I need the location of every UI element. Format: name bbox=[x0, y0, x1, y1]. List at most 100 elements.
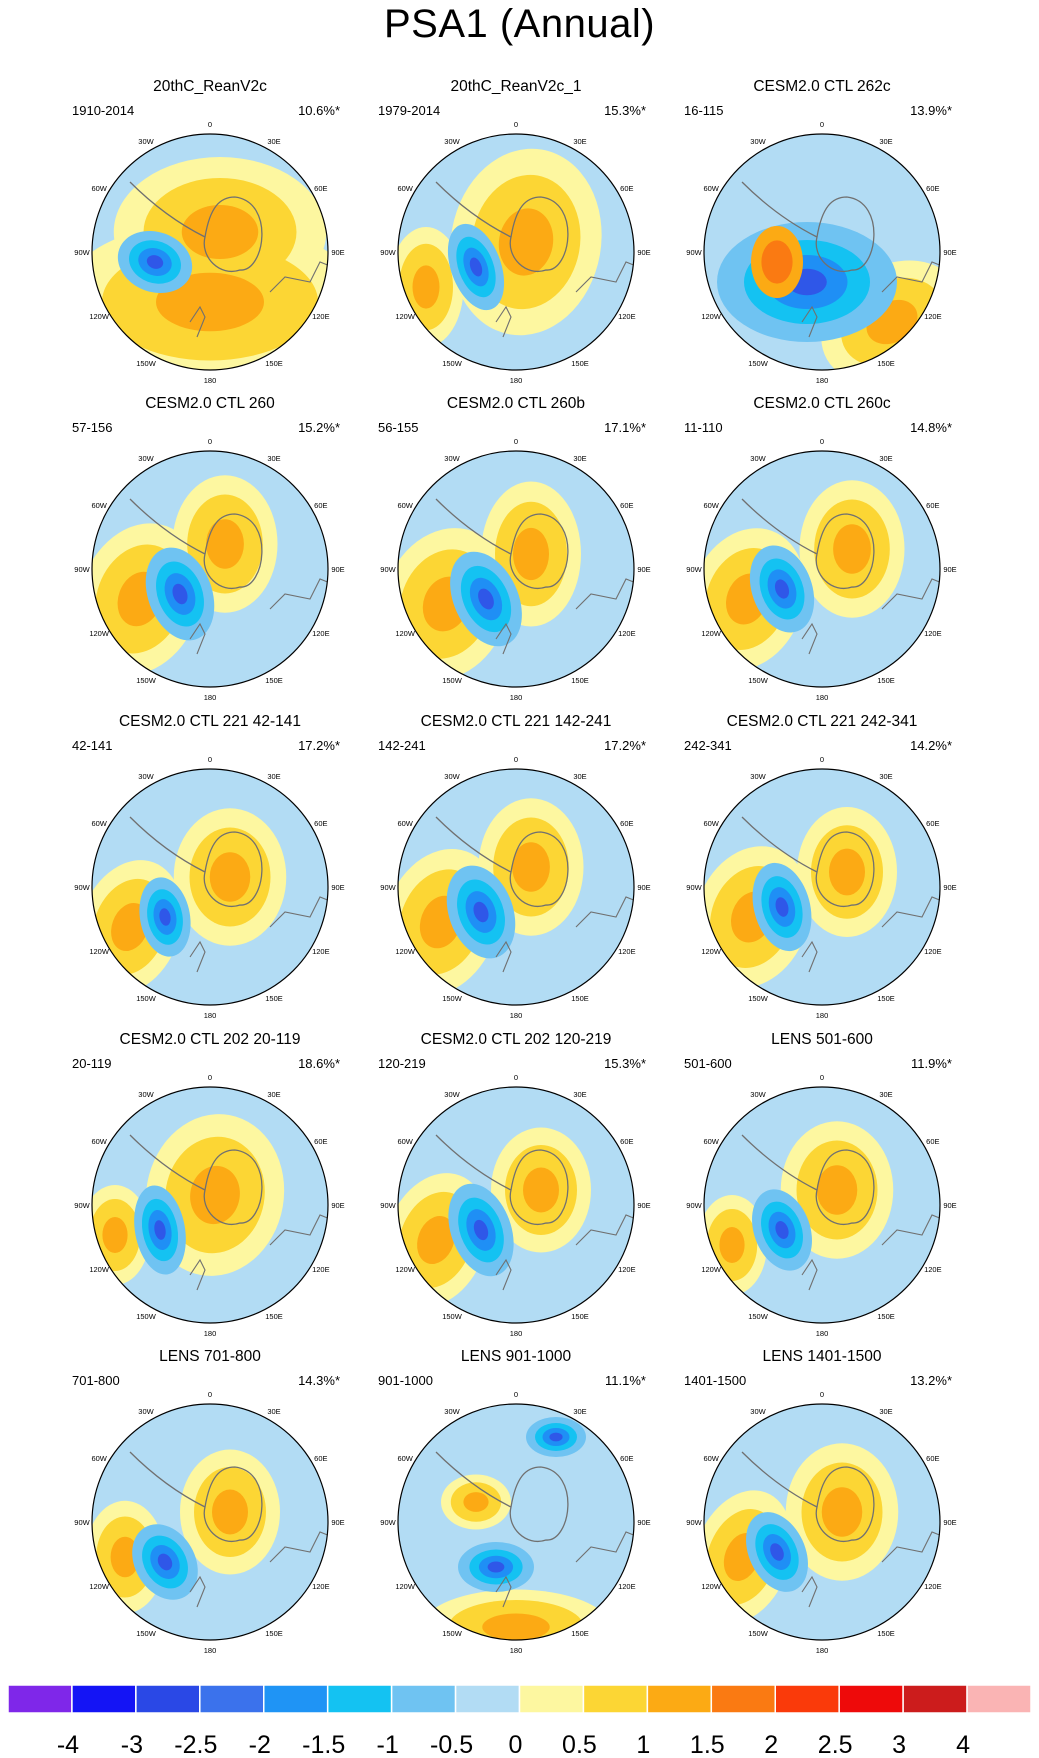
negative-contour bbox=[775, 897, 789, 917]
negative-contour bbox=[154, 1220, 166, 1240]
positive-contour bbox=[181, 205, 259, 259]
panel-title: CESM2.0 CTL 262c bbox=[753, 78, 891, 95]
map-panel: CESM2.0 CTL 260c 11-110 14.8%* 0 30E 60E 90E 12… bbox=[672, 395, 972, 707]
longitude-label: 30W bbox=[138, 454, 154, 463]
longitude-label: 150W bbox=[136, 676, 157, 685]
longitude-label: 60W bbox=[397, 1454, 413, 1463]
longitude-label: 150E bbox=[265, 994, 283, 1003]
coastline bbox=[189, 1214, 328, 1291]
map-panel: LENS 901-1000 901-1000 11.1%* 0 30E 60E 90E 120… bbox=[366, 1348, 666, 1660]
longitude-label: 30W bbox=[750, 454, 766, 463]
longitude-label: 30E bbox=[879, 454, 892, 463]
panel-period: 56-155 bbox=[378, 420, 419, 435]
map-panel: CESM2.0 CTL 221 242-341 242-341 14.2%* 0 30E… bbox=[672, 713, 972, 1025]
longitude-label: 90E bbox=[943, 883, 956, 892]
panel-variance: 14.3%* bbox=[298, 1373, 340, 1388]
negative-contour bbox=[469, 257, 483, 277]
positive-contour bbox=[102, 1217, 128, 1253]
longitude-label: 150E bbox=[877, 1312, 895, 1321]
longitude-label: 150E bbox=[265, 1312, 283, 1321]
longitude-label: 150W bbox=[748, 1312, 769, 1321]
map-boundary bbox=[397, 133, 635, 371]
coastline bbox=[801, 578, 940, 655]
coastline bbox=[495, 1531, 634, 1608]
coastline bbox=[741, 816, 875, 908]
longitude-label: 30W bbox=[138, 1090, 154, 1099]
longitude-label: 150E bbox=[571, 359, 589, 368]
longitude-label: 120E bbox=[312, 629, 330, 638]
coastline bbox=[495, 261, 634, 338]
longitude-label: 150W bbox=[748, 676, 769, 685]
longitude-label: 30E bbox=[879, 772, 892, 781]
map-boundary bbox=[703, 768, 941, 1006]
polar-map: 0 30E 60E 90E 120E 150E 180 150W 120W 90W 60W 30W bbox=[380, 755, 650, 1020]
longitude-label: 120E bbox=[618, 947, 636, 956]
coastline bbox=[801, 261, 940, 338]
longitude-label: 90E bbox=[943, 248, 956, 257]
longitude-label: 120E bbox=[618, 629, 636, 638]
positive-contour bbox=[463, 1492, 489, 1512]
panel-variance: 14.8%* bbox=[910, 420, 952, 435]
panel-period: 20-119 bbox=[72, 1056, 112, 1071]
longitude-label: 30E bbox=[573, 1407, 586, 1416]
panel-period: 120-219 bbox=[378, 1056, 426, 1071]
panel-variance: 13.2%* bbox=[910, 1373, 952, 1388]
longitude-label: 30W bbox=[138, 1407, 154, 1416]
longitude-label: 30W bbox=[750, 1407, 766, 1416]
longitude-label: 90W bbox=[74, 248, 90, 257]
longitude-label: 30E bbox=[879, 1407, 892, 1416]
map-panel: CESM2.0 CTL 202 120-219 120-219 15.3%* 0 30E… bbox=[366, 1031, 666, 1343]
longitude-label: 60E bbox=[620, 501, 633, 510]
positive-contour bbox=[761, 240, 793, 284]
longitude-label: 120E bbox=[924, 1265, 942, 1274]
longitude-label: 60W bbox=[91, 819, 107, 828]
longitude-label: 60E bbox=[620, 1137, 633, 1146]
coastline bbox=[495, 896, 634, 973]
longitude-label: 180 bbox=[510, 1011, 523, 1020]
longitude-label: 30E bbox=[573, 137, 586, 146]
colorbar-label: -4 bbox=[57, 1731, 79, 1758]
panel-period: 16-115 bbox=[684, 103, 724, 118]
panel-period: 901-1000 bbox=[378, 1373, 433, 1388]
longitude-label: 30W bbox=[750, 137, 766, 146]
longitude-label: 150W bbox=[442, 1312, 463, 1321]
panel-period: 42-141 bbox=[72, 738, 113, 753]
positive-contour bbox=[209, 852, 251, 902]
coastline bbox=[129, 1134, 263, 1226]
map-boundary bbox=[703, 450, 941, 688]
longitude-label: 150W bbox=[136, 994, 157, 1003]
longitude-label: 60E bbox=[620, 819, 633, 828]
longitude-label: 90E bbox=[637, 883, 650, 892]
longitude-label: 120E bbox=[618, 1265, 636, 1274]
longitude-label: 30W bbox=[750, 772, 766, 781]
coastline bbox=[189, 261, 328, 338]
longitude-label: 120W bbox=[701, 629, 722, 638]
longitude-label: 120W bbox=[701, 1582, 722, 1591]
coastline bbox=[435, 181, 569, 273]
colorbar-label: -3 bbox=[121, 1731, 143, 1758]
longitude-label: 120W bbox=[395, 1265, 416, 1274]
longitude-label: 60W bbox=[91, 1137, 107, 1146]
colorbar-swatch bbox=[774, 1684, 840, 1714]
longitude-label: 60E bbox=[926, 1137, 939, 1146]
negative-contour bbox=[478, 588, 494, 610]
negative-contour bbox=[159, 908, 171, 926]
coastline bbox=[189, 578, 328, 655]
negative-contour bbox=[473, 1219, 489, 1241]
panel-variance: 15.2%* bbox=[298, 420, 340, 435]
panel-title: 20thC_ReanV2c bbox=[153, 78, 267, 95]
longitude-label: 180 bbox=[204, 376, 217, 385]
map-boundary bbox=[91, 1086, 329, 1324]
longitude-label: 0 bbox=[514, 755, 518, 764]
longitude-label: 0 bbox=[208, 437, 212, 446]
longitude-label: 120E bbox=[312, 1582, 330, 1591]
longitude-label: 90E bbox=[943, 565, 956, 574]
negative-contour bbox=[487, 1561, 505, 1573]
longitude-label: 30E bbox=[267, 137, 280, 146]
positive-contour bbox=[719, 1227, 745, 1263]
longitude-label: 30W bbox=[444, 1407, 460, 1416]
longitude-label: 90W bbox=[74, 565, 90, 574]
longitude-label: 60W bbox=[397, 819, 413, 828]
longitude-label: 0 bbox=[514, 120, 518, 129]
colorbar-swatch bbox=[902, 1684, 968, 1714]
